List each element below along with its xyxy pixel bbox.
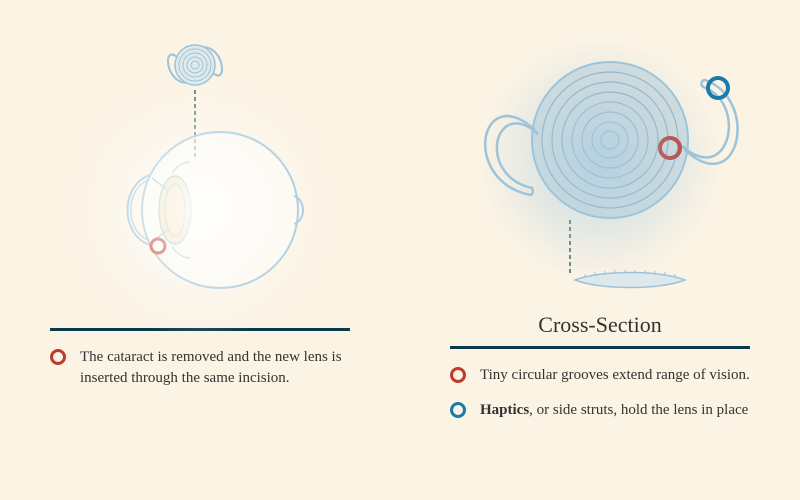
floating-iol <box>168 45 222 85</box>
eye-illustration <box>20 20 380 320</box>
right-legend: Tiny circular grooves extend range of vi… <box>420 365 780 421</box>
legend-bold: Haptics <box>480 402 529 418</box>
iol-large <box>485 62 737 218</box>
eye-svg <box>20 20 380 320</box>
diagram-container: The cataract is removed and the new lens… <box>0 0 800 500</box>
legend-marker-blue-icon <box>450 402 466 418</box>
legend-marker-red-icon <box>50 349 66 365</box>
legend-item: Tiny circular grooves extend range of vi… <box>450 365 750 386</box>
right-panel: Cross-Section Tiny circular grooves exte… <box>400 0 800 500</box>
legend-text: The cataract is removed and the new lens… <box>80 347 350 389</box>
iol-illustration <box>420 20 780 320</box>
eyeball <box>128 132 304 288</box>
legend-marker-red-icon <box>450 367 466 383</box>
legend-text: Tiny circular grooves extend range of vi… <box>480 365 750 386</box>
left-panel: The cataract is removed and the new lens… <box>0 0 400 500</box>
natural-lens <box>159 176 191 244</box>
right-divider <box>450 346 750 349</box>
legend-item: The cataract is removed and the new lens… <box>50 347 350 389</box>
iol-svg <box>420 20 800 320</box>
legend-text: Haptics, or side struts, hold the lens i… <box>480 400 750 421</box>
left-legend: The cataract is removed and the new lens… <box>20 347 380 389</box>
cross-section-lens <box>575 270 685 288</box>
left-divider <box>50 328 350 331</box>
legend-item: Haptics, or side struts, hold the lens i… <box>450 400 750 421</box>
